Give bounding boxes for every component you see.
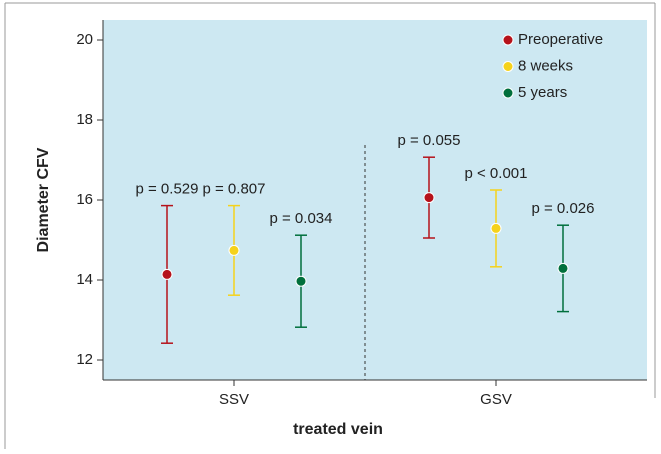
legend-marker: [502, 61, 514, 72]
legend-label: 5 years: [518, 84, 567, 101]
x-tick-label: SSV: [219, 391, 249, 408]
plot-background: [103, 20, 647, 380]
point: [161, 268, 173, 280]
p-value-label: p = 0.026: [532, 200, 595, 217]
p-value-label: p = 0.034: [270, 210, 333, 227]
x-axis-label: treated vein: [293, 421, 383, 438]
y-tick-label: 20: [76, 31, 93, 48]
point: [557, 262, 569, 274]
y-tick-label: 14: [76, 271, 93, 288]
p-value-label: p = 0.807: [203, 181, 266, 198]
p-value-label: p = 0.055: [398, 132, 461, 149]
p-value-label: p < 0.001: [465, 165, 528, 182]
point: [295, 275, 307, 287]
point: [228, 244, 240, 256]
y-axis-label: Diameter CFV: [35, 147, 52, 252]
legend-label: 8 weeks: [518, 57, 573, 74]
y-tick-label: 16: [76, 191, 93, 208]
y-tick-label: 12: [76, 351, 93, 368]
legend-marker: [502, 87, 514, 99]
x-tick-label: GSV: [480, 391, 512, 408]
point: [423, 192, 435, 204]
point: [490, 222, 502, 234]
legend-marker: [502, 34, 514, 46]
y-tick-label: 18: [76, 111, 93, 128]
legend-label: Preoperative: [518, 31, 603, 48]
p-value-label: p = 0.529: [136, 181, 199, 198]
